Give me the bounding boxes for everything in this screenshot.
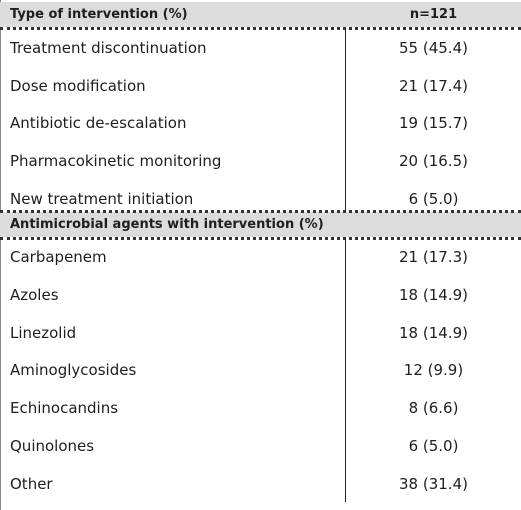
row-value: 20 (16.5): [399, 151, 468, 170]
row-label: Antibiotic de-escalation: [10, 114, 187, 133]
section-header-band: [0, 2, 521, 27]
row-value: 21 (17.4): [399, 76, 468, 95]
section-title: Type of intervention (%): [10, 7, 188, 22]
row-value: 6 (5.0): [408, 436, 459, 455]
section-header-band: [0, 211, 521, 237]
row-label: Treatment discontinuation: [10, 38, 207, 57]
row-value: 19 (15.7): [399, 114, 468, 133]
row-value: 38 (31.4): [399, 474, 468, 493]
row-value: 55 (45.4): [399, 38, 468, 57]
left-border: [0, 0, 1, 510]
row-label: Quinolones: [10, 436, 95, 455]
section-title: Antimicrobial agents with intervention (…: [10, 216, 324, 232]
column-divider: [345, 29, 346, 218]
row-value: 8 (6.6): [408, 399, 459, 418]
row-label: Carbapenem: [10, 248, 107, 267]
section-divider: [0, 209, 521, 213]
column-divider: [345, 238, 346, 503]
header-divider: [0, 27, 521, 30]
row-label: Echinocandins: [10, 399, 119, 418]
header-divider: [0, 236, 521, 240]
section-value: n=121: [409, 7, 458, 22]
row-label: Aminoglycosides: [10, 361, 137, 380]
row-label: Dose modification: [10, 76, 146, 95]
row-value: 18 (14.9): [399, 323, 468, 342]
row-value: 21 (17.3): [399, 248, 468, 267]
row-value: 6 (5.0): [408, 189, 459, 208]
row-label: Azoles: [10, 286, 59, 305]
row-label: Other: [10, 474, 53, 493]
row-label: Pharmacokinetic monitoring: [10, 151, 222, 170]
row-value: 18 (14.9): [399, 286, 468, 305]
row-label: New treatment initiation: [10, 189, 194, 208]
row-value: 12 (9.9): [403, 361, 464, 380]
row-label: Linezolid: [10, 323, 77, 342]
